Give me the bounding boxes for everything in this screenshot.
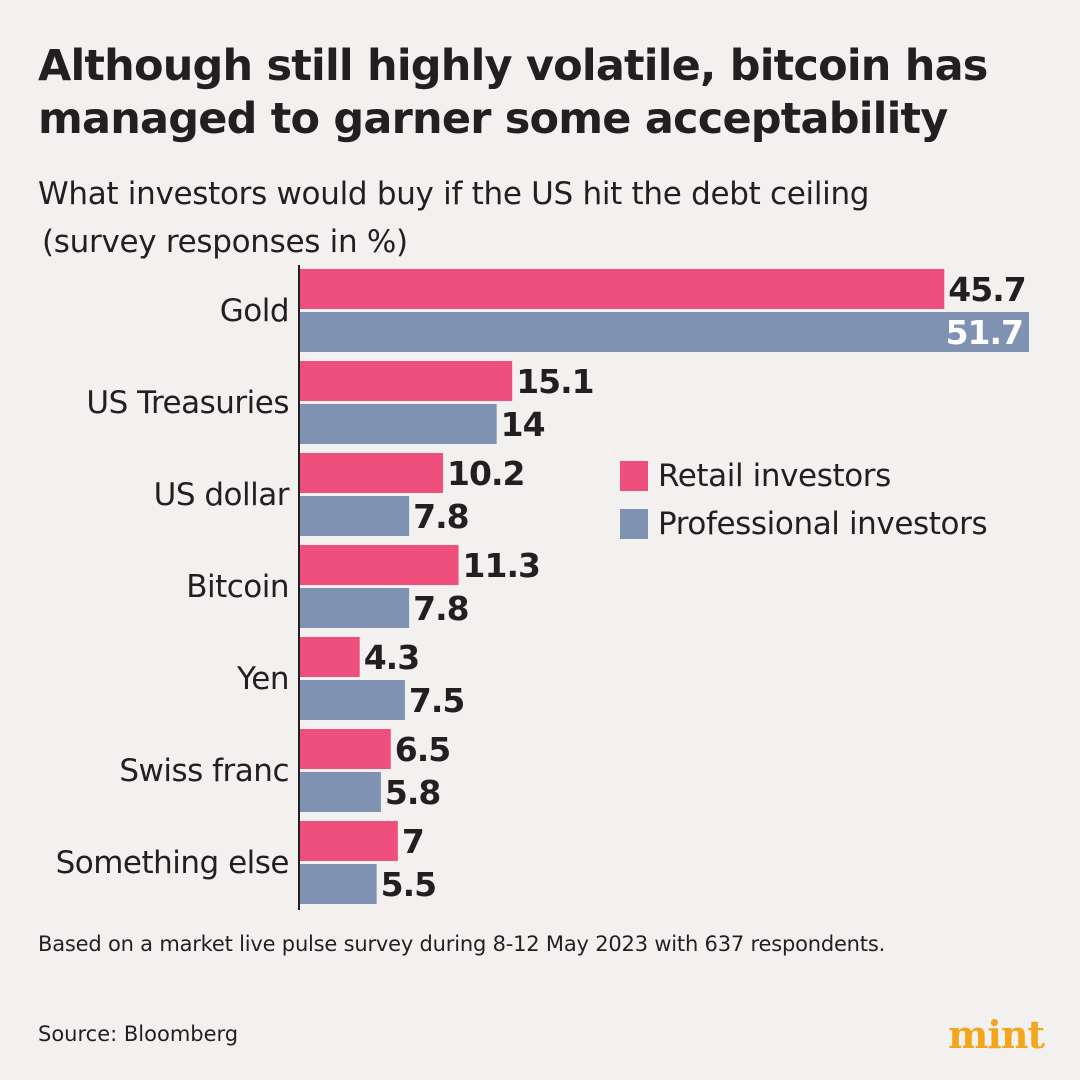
value-label-retail-us-dollar: 10.2 [447, 454, 524, 493]
category-label-us-dollar: US dollar [154, 477, 290, 513]
bar-retail-us-dollar [299, 453, 444, 493]
source-text: Source: Bloomberg [38, 1022, 239, 1046]
category-label-us-treasuries: US Treasuries [86, 385, 289, 421]
legend-swatch-professional [620, 509, 648, 539]
bar-professional-us-dollar [299, 496, 410, 536]
subtitle-line-1: What investors would buy if the US hit t… [38, 176, 870, 212]
bar-retail-yen [299, 637, 360, 677]
bar-professional-bitcoin [299, 588, 410, 628]
legend-item-professional: Professional investors [620, 500, 988, 548]
subtitle-line-2: (survey responses in %) [42, 224, 408, 260]
value-label-professional-us-dollar: 7.8 [413, 497, 468, 536]
chart-subtitle: What investors would buy if the US hit t… [38, 170, 1038, 266]
value-label-retail-something-else: 7 [402, 822, 424, 861]
value-label-retail-gold: 45.7 [948, 270, 1025, 309]
legend-label-retail: Retail investors [658, 458, 891, 494]
bar-retail-gold [299, 269, 945, 309]
value-label-retail-yen: 4.3 [364, 638, 419, 677]
value-label-professional-bitcoin: 7.8 [413, 589, 468, 628]
legend: Retail investors Professional investors [620, 452, 988, 548]
mint-logo: mint [948, 1012, 1045, 1057]
value-label-retail-us-treasuries: 15.1 [516, 362, 593, 401]
bar-retail-bitcoin [299, 545, 459, 585]
category-label-yen: Yen [236, 661, 289, 697]
legend-item-retail: Retail investors [620, 452, 987, 500]
category-label-swiss-franc: Swiss franc [119, 753, 289, 789]
bar-professional-yen [299, 680, 405, 720]
bar-professional-gold [299, 312, 1029, 352]
bar-professional-swiss-franc [299, 772, 381, 812]
value-label-professional-yen: 7.5 [409, 681, 464, 720]
value-label-professional-something-else: 5.5 [381, 865, 436, 904]
category-label-gold: Gold [220, 293, 289, 329]
value-label-professional-gold: 51.7 [946, 313, 1023, 352]
chart-title: Although still highly volatile, bitcoin … [38, 41, 988, 144]
value-label-professional-us-treasuries: 14 [501, 405, 545, 444]
legend-label-professional: Professional investors [658, 506, 988, 542]
value-label-retail-swiss-franc: 6.5 [395, 730, 450, 769]
bar-retail-us-treasuries [299, 361, 513, 401]
value-label-retail-bitcoin: 11.3 [463, 546, 540, 585]
legend-swatch-retail [620, 461, 648, 491]
value-label-professional-swiss-franc: 5.8 [385, 773, 440, 812]
bar-chart: Gold 45.7 51.7 US Treasuries 15.1 14 US dollar… [56, 265, 1029, 910]
bar-professional-something-else [299, 864, 377, 904]
category-label-something-else: Something else [56, 845, 289, 881]
bar-retail-something-else [299, 821, 398, 861]
bar-retail-swiss-franc [299, 729, 391, 769]
survey-note: Based on a market live pulse survey duri… [38, 932, 886, 956]
category-label-bitcoin: Bitcoin [186, 569, 289, 605]
bar-professional-us-treasuries [299, 404, 497, 444]
